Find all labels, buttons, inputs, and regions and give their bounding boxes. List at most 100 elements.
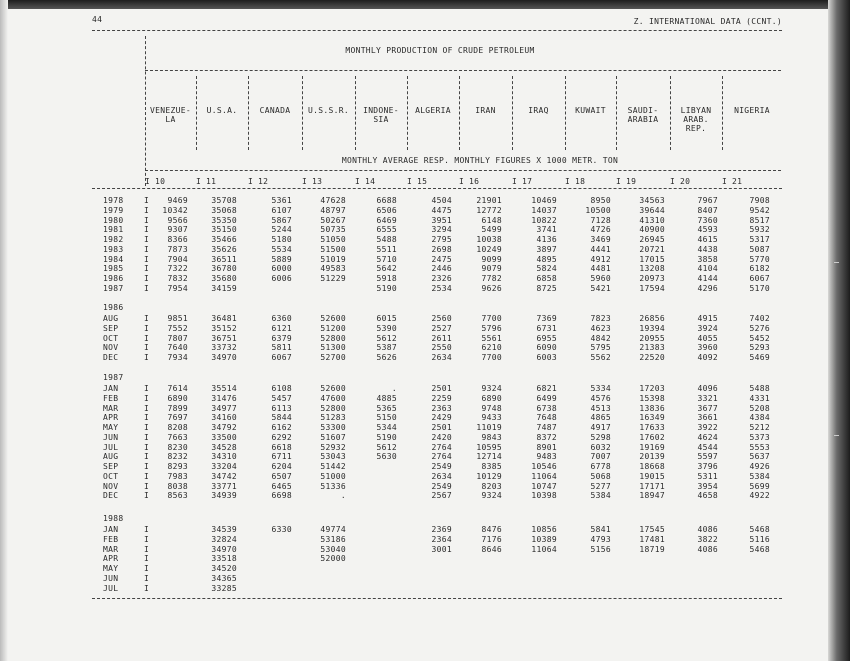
table-cell: 3960 [697, 343, 718, 353]
column-divider: I [565, 177, 571, 186]
table-cell: 10595 [476, 442, 502, 452]
table-cell: 19394 [639, 323, 665, 333]
table-cell: 5361 [271, 196, 292, 205]
table-cell: 26856 [639, 314, 665, 323]
row-label: 1979 [103, 205, 124, 215]
column-divider [302, 76, 303, 150]
table-cell: 4331 [749, 393, 770, 403]
table-cell: 52600 [320, 314, 346, 323]
table-cell: 8366 [167, 235, 188, 244]
column-number: 15 [417, 177, 428, 186]
table-cell: 4475 [431, 205, 452, 215]
table-cell: 51500 [320, 244, 346, 254]
row-divider: I [144, 393, 150, 403]
table-cell: 34970 [211, 544, 237, 554]
table-cell: 10129 [476, 471, 502, 481]
table-cell: 3796 [697, 462, 718, 471]
table-cell: 6555 [376, 225, 397, 235]
table-cell: 8407 [697, 205, 718, 215]
table-cell: 7873 [167, 244, 188, 254]
column-header: IRAN [475, 106, 496, 115]
row-divider: I [144, 462, 150, 471]
table-cell: 17015 [639, 254, 665, 264]
table-cell: 4055 [697, 333, 718, 343]
table-cell: 18947 [639, 491, 665, 501]
table-cell: 8725 [536, 283, 557, 293]
table-cell: 13836 [639, 403, 665, 413]
table-cell: 8476 [481, 525, 502, 534]
row-label: APR [103, 554, 119, 564]
table-cell: 34365 [211, 573, 237, 583]
table-cell: 4104 [697, 264, 718, 274]
table-cell: 5344 [376, 423, 397, 432]
table-cell: 4504 [431, 196, 452, 205]
table-cell: 3294 [431, 225, 452, 235]
column-header: IRAQ [528, 106, 549, 115]
table-cell: 4842 [590, 333, 611, 343]
table-cell: 36780 [211, 264, 237, 274]
row-label: OCT [103, 471, 119, 481]
table-cell: 2534 [431, 283, 452, 293]
table-cell: 10469 [531, 196, 557, 205]
table-cell: 5841 [590, 525, 611, 534]
column-number: 11 [206, 177, 217, 186]
table-cell: 7782 [481, 274, 502, 283]
table-cell: 3924 [697, 323, 718, 333]
table-cell: 7128 [590, 215, 611, 225]
row-label: MAR [103, 544, 119, 554]
table-cell: 4615 [697, 235, 718, 244]
column-divider [722, 76, 723, 150]
table-cell: 5468 [749, 544, 770, 554]
table-cell: 5630 [376, 452, 397, 462]
table-cell: 34742 [211, 471, 237, 481]
table-cell: 12772 [476, 205, 502, 215]
table-cell: 4726 [590, 225, 611, 235]
column-divider: I [722, 177, 728, 186]
column-number: 21 [732, 177, 743, 186]
table-cell: 17594 [639, 283, 665, 293]
table-cell: 2764 [431, 452, 452, 462]
rule [145, 36, 146, 186]
table-cell: 6121 [271, 323, 292, 333]
table-cell: 2446 [431, 264, 452, 274]
table-cell: 9626 [481, 283, 502, 293]
table-cell: 36751 [211, 333, 237, 343]
table-cell: 5190 [376, 432, 397, 442]
column-header: CANADA [259, 106, 291, 115]
table-cell: 48797 [320, 205, 346, 215]
column-number: 17 [522, 177, 533, 186]
table-cell: 51283 [320, 413, 346, 423]
table-cell: 34970 [211, 353, 237, 362]
table-cell: 35150 [211, 225, 237, 235]
row-divider: I [144, 196, 150, 205]
table-cell: 13208 [639, 264, 665, 274]
table-cell: 26945 [639, 235, 665, 244]
table-cell: 34563 [639, 196, 665, 205]
table-cell: 52800 [320, 333, 346, 343]
table-cell: 21901 [476, 196, 502, 205]
table-cell: 6465 [271, 481, 292, 491]
table-cell: 7823 [590, 314, 611, 323]
table-cell: 34159 [211, 283, 237, 293]
table-cell: 7648 [536, 413, 557, 423]
table-cell: 47628 [320, 196, 346, 205]
row-label: 1984 [103, 254, 124, 264]
table-cell: 9542 [749, 205, 770, 215]
table-cell: 20955 [639, 333, 665, 343]
table-cell: 18668 [639, 462, 665, 471]
column-divider: I [670, 177, 676, 186]
table-cell: 4481 [590, 264, 611, 274]
table-cell: 6469 [376, 215, 397, 225]
table-cell: 5612 [376, 442, 397, 452]
row-divider: I [144, 333, 150, 343]
table-cell: 5637 [749, 452, 770, 462]
table-cell: 47600 [320, 393, 346, 403]
table-cell: 3741 [536, 225, 557, 235]
table-cell: 4086 [697, 525, 718, 534]
column-header: KUWAIT [575, 106, 606, 115]
row-divider: I [144, 343, 150, 353]
table-cell: 7983 [167, 471, 188, 481]
row-divider: I [144, 442, 150, 452]
table-cell: 11064 [531, 471, 557, 481]
row-divider: I [144, 283, 150, 293]
